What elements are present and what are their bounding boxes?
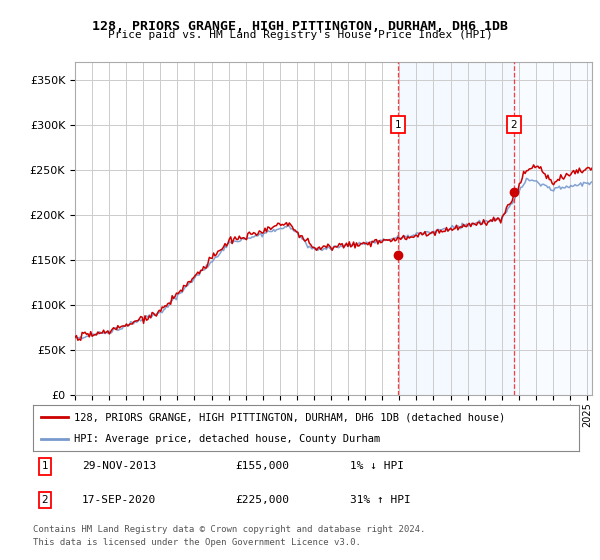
Text: 17-SEP-2020: 17-SEP-2020 <box>82 495 157 505</box>
Bar <box>398 62 514 395</box>
Text: Price paid vs. HM Land Registry's House Price Index (HPI): Price paid vs. HM Land Registry's House … <box>107 30 493 40</box>
Text: 2: 2 <box>511 120 517 129</box>
Text: 29-NOV-2013: 29-NOV-2013 <box>82 461 157 472</box>
Text: Contains HM Land Registry data © Crown copyright and database right 2024.: Contains HM Land Registry data © Crown c… <box>33 525 425 534</box>
Text: 128, PRIORS GRANGE, HIGH PITTINGTON, DURHAM, DH6 1DB: 128, PRIORS GRANGE, HIGH PITTINGTON, DUR… <box>92 20 508 32</box>
Text: HPI: Average price, detached house, County Durham: HPI: Average price, detached house, Coun… <box>74 435 380 444</box>
Text: 128, PRIORS GRANGE, HIGH PITTINGTON, DURHAM, DH6 1DB (detached house): 128, PRIORS GRANGE, HIGH PITTINGTON, DUR… <box>74 412 505 422</box>
Text: This data is licensed under the Open Government Licence v3.0.: This data is licensed under the Open Gov… <box>33 538 361 547</box>
Bar <box>514 62 592 395</box>
Text: £155,000: £155,000 <box>235 461 289 472</box>
Text: 1: 1 <box>394 120 401 129</box>
Text: 1: 1 <box>41 461 49 472</box>
Text: £225,000: £225,000 <box>235 495 289 505</box>
Text: 1% ↓ HPI: 1% ↓ HPI <box>350 461 404 472</box>
Text: 31% ↑ HPI: 31% ↑ HPI <box>350 495 410 505</box>
Text: 2: 2 <box>41 495 49 505</box>
